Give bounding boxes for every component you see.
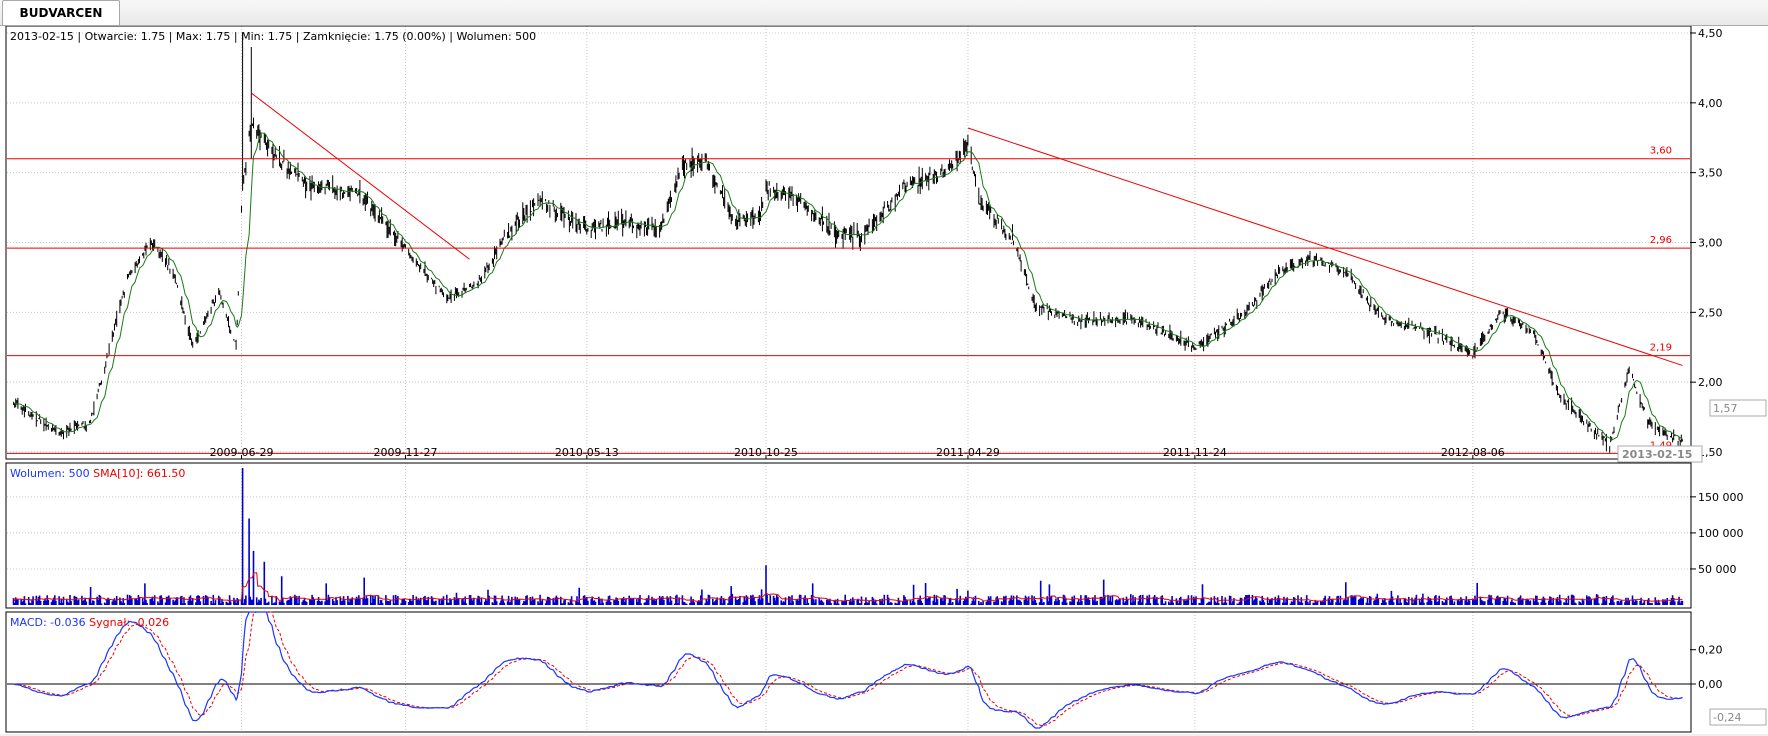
volume-y-tick-label: 150 000 [1698,491,1744,504]
info-volume-label: Wolumen: [457,30,512,43]
info-max-label: Max: [176,30,202,43]
resistance-level-label: 3,60 [1650,146,1672,157]
info-min: 1.75 [268,30,293,43]
current-date-box [1617,445,1703,463]
price-y-tick-label: 3,50 [1698,167,1723,180]
trend-line [967,127,1683,366]
price-x-tick-label: 2011-04-29 [936,446,1000,459]
moving-average-line [13,132,1683,440]
volume-sma-line [13,572,1683,603]
volume-y-tick-label: 100 000 [1698,527,1744,540]
info-max: 1.75 [206,30,231,43]
volume-info-header: Wolumen: 500 SMA[10]: 661.50 [10,467,185,480]
current-price-box [1709,399,1767,417]
axes: 1,50 2,00 2,50 3,00 3,50 4,00 4,50 2009-06-29 20… [210,27,1744,691]
price-x-tick-label: 2012-08-06 [1441,446,1505,459]
macd-signal-line [13,611,1683,727]
price-x-tick-label: 2010-10-25 [734,446,798,459]
info-volume: 500 [515,30,536,43]
price-y-tick-label: 4,50 [1698,27,1723,40]
price-series: 3,602,962,191,49 [7,33,1690,454]
macd-label: MACD: -0.036 [10,616,86,629]
info-close-label: Zamknięcie: [303,30,371,43]
price-x-tick-label: 2009-06-29 [210,446,274,459]
macd-current-label: -0,24 [1713,711,1741,724]
tab-budvarcen[interactable]: BUDVARCEN [2,0,120,25]
resistance-level-label: 2,19 [1650,343,1672,354]
volume-bars [12,468,1684,605]
grid [7,26,1690,732]
price-x-tick-label: 2010-05-13 [555,446,619,459]
price-y-tick-label: 1,50 [1698,446,1723,459]
tab-bar: BUDVARCEN [0,0,1768,26]
macd-info-header: MACD: -0.036 Sygnał: -0.026 [10,616,169,629]
info-open: 1.75 [141,30,166,43]
volume-label: Wolumen: 500 [10,467,90,480]
price-y-tick-label: 3,00 [1698,237,1723,250]
chart-background [0,26,1768,734]
macd-line [13,611,1683,729]
macd-current-box [1709,708,1767,726]
macd-y-tick-label: 0,00 [1698,678,1723,691]
price-x-tick-label: 2009-11-27 [374,446,438,459]
price-y-tick-label: 2,00 [1698,376,1723,389]
chart-area[interactable]: 3,602,962,191,49 1,502,002,503,003,504,0… [0,26,1768,734]
trend-line [251,92,470,260]
price-info-header: 2013-02-15 | Otwarcie: 1.75 | Max: 1.75 … [10,30,536,43]
volume-series [12,468,1684,605]
volume-y-tick-label: 50 000 [1698,563,1737,576]
macd-signal-label: Sygnał: -0.026 [89,616,169,629]
current-date-label: 2013-02-15 [1622,448,1692,461]
info-min-label: Min: [241,30,264,43]
price-y-tick-label: 4,00 [1698,97,1723,110]
macd-series [7,611,1690,729]
volume-panel-frame [5,462,1692,609]
macd-y-tick-label: 0,20 [1698,644,1723,657]
macd-panel-frame [5,611,1692,733]
info-close: 1.75 (0.00%) [374,30,446,43]
price-x-tick-label: 2011-11-24 [1163,446,1227,459]
price-y-tick-label: 2,50 [1698,306,1723,319]
info-open-label: Otwarcie: [85,30,138,43]
info-date: 2013-02-15 [10,30,74,43]
volume-sma-label: SMA[10]: 661.50 [93,467,185,480]
resistance-level-label: 2,96 [1650,235,1672,246]
current-price-label: 1,57 [1713,402,1738,415]
